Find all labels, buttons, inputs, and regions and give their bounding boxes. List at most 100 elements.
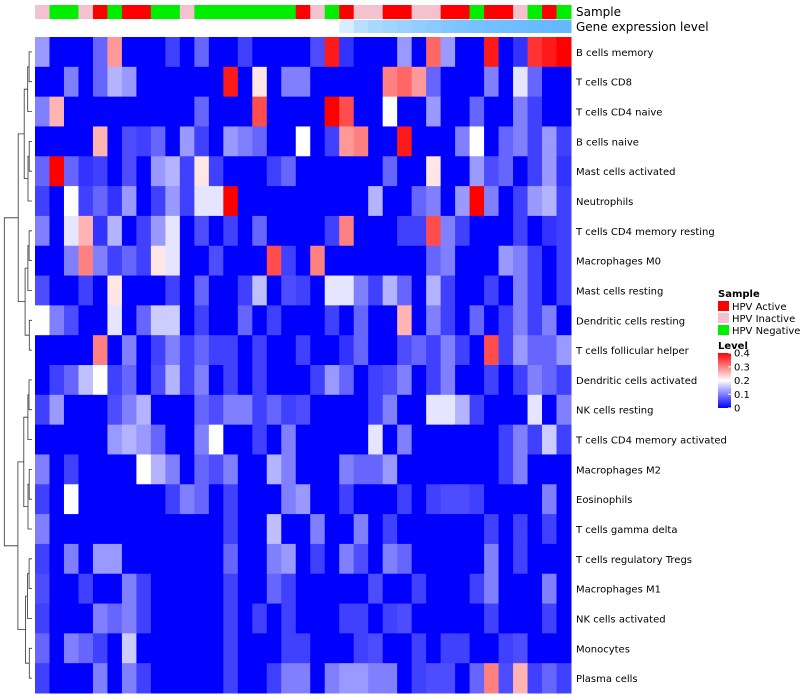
heatmap-cell <box>527 335 543 366</box>
heatmap-cell <box>194 394 210 426</box>
heatmap-cell <box>455 573 471 605</box>
heatmap-cell <box>542 186 558 217</box>
heatmap-cell <box>35 514 50 545</box>
heatmap-cell <box>556 275 572 306</box>
heatmap-cell <box>266 633 282 664</box>
heatmap-cell <box>252 394 268 426</box>
heatmap-cell <box>208 126 224 157</box>
heatmap-cell <box>208 186 224 217</box>
row-label: NK cells resting <box>576 406 653 417</box>
dendrogram-branch <box>28 230 32 261</box>
heatmap-cell <box>368 215 384 247</box>
heatmap-cell <box>63 66 79 98</box>
heatmap-cell <box>513 156 529 187</box>
heatmap-cell <box>397 66 413 98</box>
heatmap-cell <box>63 573 79 605</box>
heatmap-cell <box>252 335 268 366</box>
heatmap-cell <box>397 663 413 694</box>
heatmap-cell <box>484 603 500 634</box>
heatmap-cell <box>556 454 572 485</box>
heatmap-cell <box>411 275 427 306</box>
heatmap-cell <box>440 603 456 634</box>
heatmap-cell <box>92 394 108 426</box>
heatmap-cell <box>498 394 514 426</box>
heatmap-cell <box>136 96 152 127</box>
heatmap-cell <box>165 96 181 127</box>
expression-annotation-cell <box>107 20 123 33</box>
heatmap-cell <box>382 335 398 366</box>
heatmap-cell <box>455 335 471 366</box>
heatmap-cell <box>527 484 543 515</box>
heatmap-cell <box>310 603 326 634</box>
heatmap-cell <box>92 454 108 485</box>
heatmap-cell <box>194 245 210 277</box>
heatmap-cell <box>266 96 282 127</box>
heatmap-cell <box>556 394 572 426</box>
heatmap-cell <box>324 484 340 515</box>
heatmap-cell <box>92 37 108 68</box>
legend-label-inactive: HPV Inactive <box>732 314 795 325</box>
heatmap-cell <box>455 245 471 277</box>
heatmap-cell <box>63 245 79 277</box>
heatmap-cell <box>527 603 543 634</box>
heatmap-cell <box>397 275 413 306</box>
heatmap-cell <box>223 96 239 127</box>
heatmap-cell <box>527 305 543 336</box>
heatmap-cell <box>35 126 50 157</box>
heatmap-cell <box>542 66 558 98</box>
heatmap-cell <box>35 424 50 455</box>
heatmap-cell <box>411 603 427 634</box>
heatmap-cell <box>35 484 50 515</box>
heatmap-cell <box>397 305 413 336</box>
heatmap-cell <box>556 663 572 694</box>
heatmap-cell <box>368 514 384 545</box>
heatmap-cell <box>92 96 108 127</box>
heatmap-cell <box>92 186 108 217</box>
heatmap-cell <box>150 514 166 545</box>
dendrogram-branch <box>17 461 26 630</box>
heatmap-cell <box>295 66 311 98</box>
heatmap-cell <box>49 424 65 455</box>
heatmap-cell <box>208 335 224 366</box>
heatmap-cell <box>252 573 268 605</box>
heatmap-cell <box>252 484 268 515</box>
heatmap-cell <box>121 96 137 127</box>
heatmap-cell <box>513 484 529 515</box>
sample-annotation-cell <box>121 5 137 19</box>
heatmap-cell <box>78 484 94 515</box>
heatmap-cell <box>513 394 529 426</box>
heatmap-cell <box>368 126 384 157</box>
heatmap-cell <box>542 156 558 187</box>
heatmap-cell <box>382 96 398 127</box>
heatmap-cell <box>469 365 485 396</box>
heatmap-cell <box>136 37 152 68</box>
sample-annotation-cell <box>440 5 456 19</box>
heatmap-cell <box>397 514 413 545</box>
heatmap-cell <box>484 424 500 455</box>
expression-annotation-cell <box>310 20 326 33</box>
heatmap-cell <box>411 66 427 98</box>
heatmap-cell <box>382 663 398 694</box>
heatmap-cell <box>223 424 239 455</box>
heatmap-cell <box>136 514 152 545</box>
heatmap-cell <box>179 603 195 634</box>
expression-annotation-cell <box>498 20 514 33</box>
heatmap-cell <box>339 186 355 217</box>
heatmap-cell <box>527 424 543 455</box>
heatmap-cell <box>397 633 413 664</box>
heatmap-cell <box>252 156 268 187</box>
heatmap-cell <box>266 484 282 515</box>
dendrogram-branch <box>27 245 32 291</box>
heatmap-cell <box>252 126 268 157</box>
heatmap-cell <box>484 335 500 366</box>
heatmap-cell <box>281 543 297 575</box>
heatmap-cell <box>223 37 239 68</box>
heatmap-cell <box>194 514 210 545</box>
heatmap-cell <box>295 96 311 127</box>
heatmap-cell <box>107 305 123 336</box>
heatmap-cell <box>35 186 50 217</box>
heatmap-cell <box>165 663 181 694</box>
heatmap-cell <box>121 335 137 366</box>
expression-annotation-cell <box>426 20 442 33</box>
heatmap-cell <box>440 305 456 336</box>
